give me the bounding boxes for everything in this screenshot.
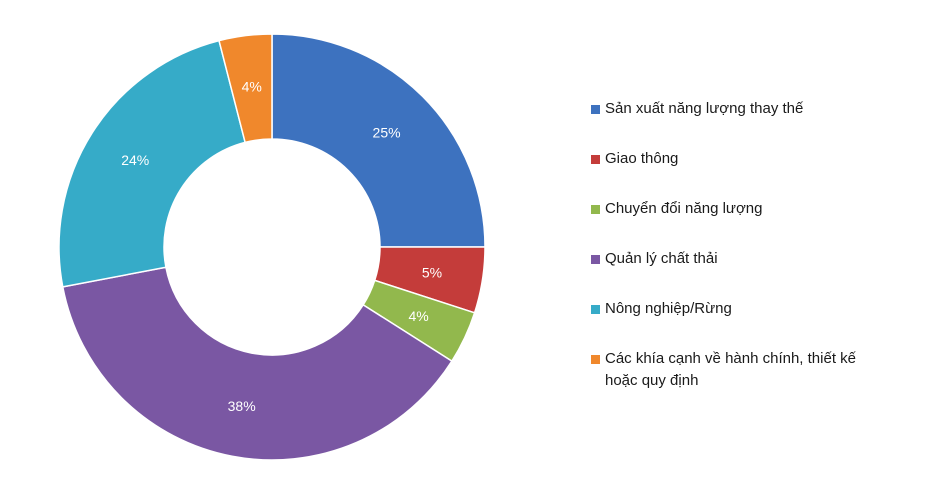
donut-slice [271, 33, 486, 248]
legend-item: Quản lý chất thải [591, 248, 891, 270]
legend-swatch [591, 255, 600, 264]
slice-label: 24% [121, 152, 149, 168]
legend-item: Giao thông [591, 148, 891, 170]
legend-swatch [591, 355, 600, 364]
legend-item: Nông nghiệp/Rừng [591, 298, 891, 320]
donut-slice [218, 33, 273, 144]
slice-label: 5% [422, 264, 442, 280]
legend-label: Quản lý chất thải [605, 250, 718, 267]
slice-label: 38% [228, 398, 256, 414]
legend-item: Các khía cạnh về hành chính, thiết kế ho… [591, 348, 891, 392]
legend-swatch [591, 105, 600, 114]
legend-swatch [591, 205, 600, 214]
chart-legend: Sản xuất năng lượng thay thế Giao thông … [591, 98, 891, 420]
legend-label: Giao thông [605, 150, 679, 167]
donut-slices [58, 33, 486, 461]
legend-swatch [591, 305, 600, 314]
donut-slice [61, 266, 453, 461]
legend-label: Nông nghiệp/Rừng [605, 300, 732, 317]
legend-label: Sản xuất năng lượng thay thế [605, 100, 804, 117]
legend-swatch [591, 155, 600, 164]
legend-label: Chuyển đổi năng lượng [605, 200, 763, 217]
slice-label: 25% [373, 124, 401, 140]
legend-label: Các khía cạnh về hành chính, thiết kế ho… [605, 350, 856, 389]
donut-slice [58, 39, 247, 288]
slice-labels: 25% 5% 4% 38% 24% 4% [121, 78, 442, 414]
legend-item: Sản xuất năng lượng thay thế [591, 98, 891, 120]
slice-label: 4% [408, 308, 428, 324]
slice-label: 4% [242, 78, 262, 94]
legend-item: Chuyển đổi năng lượng [591, 198, 891, 220]
